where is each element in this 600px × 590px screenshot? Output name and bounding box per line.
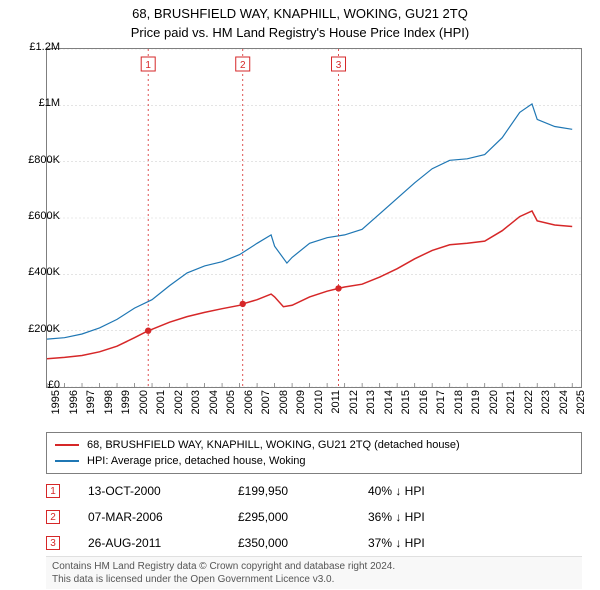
svg-text:1: 1 [145,60,151,71]
x-tick-label: 2000 [138,390,150,430]
x-tick-label: 2011 [330,390,342,430]
x-tick-label: 2014 [383,390,395,430]
x-tick-label: 2017 [435,390,447,430]
marker-num-2: 2 [46,510,60,524]
x-tick-label: 2013 [365,390,377,430]
x-tick-label: 2008 [278,390,290,430]
marker-row-1: 1 13-OCT-2000 £199,950 40% ↓ HPI [46,478,478,504]
footer-attribution: Contains HM Land Registry data © Crown c… [46,556,582,589]
marker-row-3: 3 26-AUG-2011 £350,000 37% ↓ HPI [46,530,478,556]
chart-container: 68, BRUSHFIELD WAY, KNAPHILL, WOKING, GU… [0,0,600,590]
x-tick-label: 2024 [558,390,570,430]
marker-num-3: 3 [46,536,60,550]
x-tick-label: 2021 [505,390,517,430]
marker-date-3: 26-AUG-2011 [88,536,238,550]
svg-text:3: 3 [336,60,342,71]
x-tick-label: 1999 [120,390,132,430]
y-tick-label: £600K [10,210,60,222]
x-tick-label: 2007 [260,390,272,430]
x-tick-label: 2015 [400,390,412,430]
legend-swatch-hpi [55,460,79,462]
x-tick-label: 2005 [225,390,237,430]
svg-text:2: 2 [240,60,246,71]
title-block: 68, BRUSHFIELD WAY, KNAPHILL, WOKING, GU… [0,0,600,40]
x-tick-label: 1997 [85,390,97,430]
x-tick-label: 2009 [295,390,307,430]
x-tick-label: 2010 [313,390,325,430]
legend-swatch-property [55,444,79,446]
legend-label-hpi: HPI: Average price, detached house, Woki… [87,455,306,467]
y-tick-label: £1M [10,97,60,109]
x-tick-label: 2001 [155,390,167,430]
footer-line2: This data is licensed under the Open Gov… [52,573,576,586]
marker-price-2: £295,000 [238,510,368,524]
marker-date-2: 07-MAR-2006 [88,510,238,524]
footer-line1: Contains HM Land Registry data © Crown c… [52,560,576,573]
title-subtitle: Price paid vs. HM Land Registry's House … [0,25,600,40]
y-tick-label: £200K [10,323,60,335]
marker-table: 1 13-OCT-2000 £199,950 40% ↓ HPI 2 07-MA… [46,478,478,556]
x-tick-label: 2018 [453,390,465,430]
marker-num-1: 1 [46,484,60,498]
y-tick-label: £400K [10,266,60,278]
chart-plot-area: 1 2 3 [46,48,582,388]
x-tick-label: 2022 [523,390,535,430]
marker-delta-3: 37% ↓ HPI [368,536,478,550]
x-tick-label: 2012 [348,390,360,430]
marker-price-3: £350,000 [238,536,368,550]
marker-delta-1: 40% ↓ HPI [368,484,478,498]
marker-row-2: 2 07-MAR-2006 £295,000 36% ↓ HPI [46,504,478,530]
legend-label-property: 68, BRUSHFIELD WAY, KNAPHILL, WOKING, GU… [87,439,460,451]
x-tick-label: 1995 [50,390,62,430]
legend-box: 68, BRUSHFIELD WAY, KNAPHILL, WOKING, GU… [46,432,582,474]
x-tick-label: 2016 [418,390,430,430]
x-tick-label: 2019 [470,390,482,430]
x-tick-label: 2003 [190,390,202,430]
legend-row-property: 68, BRUSHFIELD WAY, KNAPHILL, WOKING, GU… [55,437,573,453]
marker-delta-2: 36% ↓ HPI [368,510,478,524]
x-tick-label: 2025 [575,390,587,430]
x-tick-label: 2004 [208,390,220,430]
chart-svg: 1 2 3 [47,49,581,387]
x-tick-label: 2023 [540,390,552,430]
y-tick-label: £1.2M [10,41,60,53]
y-tick-label: £800K [10,154,60,166]
x-tick-label: 2006 [243,390,255,430]
x-tick-label: 2002 [173,390,185,430]
title-address: 68, BRUSHFIELD WAY, KNAPHILL, WOKING, GU… [0,6,600,21]
x-tick-label: 2020 [488,390,500,430]
x-tick-label: 1996 [68,390,80,430]
marker-date-1: 13-OCT-2000 [88,484,238,498]
marker-price-1: £199,950 [238,484,368,498]
x-tick-label: 1998 [103,390,115,430]
legend-row-hpi: HPI: Average price, detached house, Woki… [55,453,573,469]
